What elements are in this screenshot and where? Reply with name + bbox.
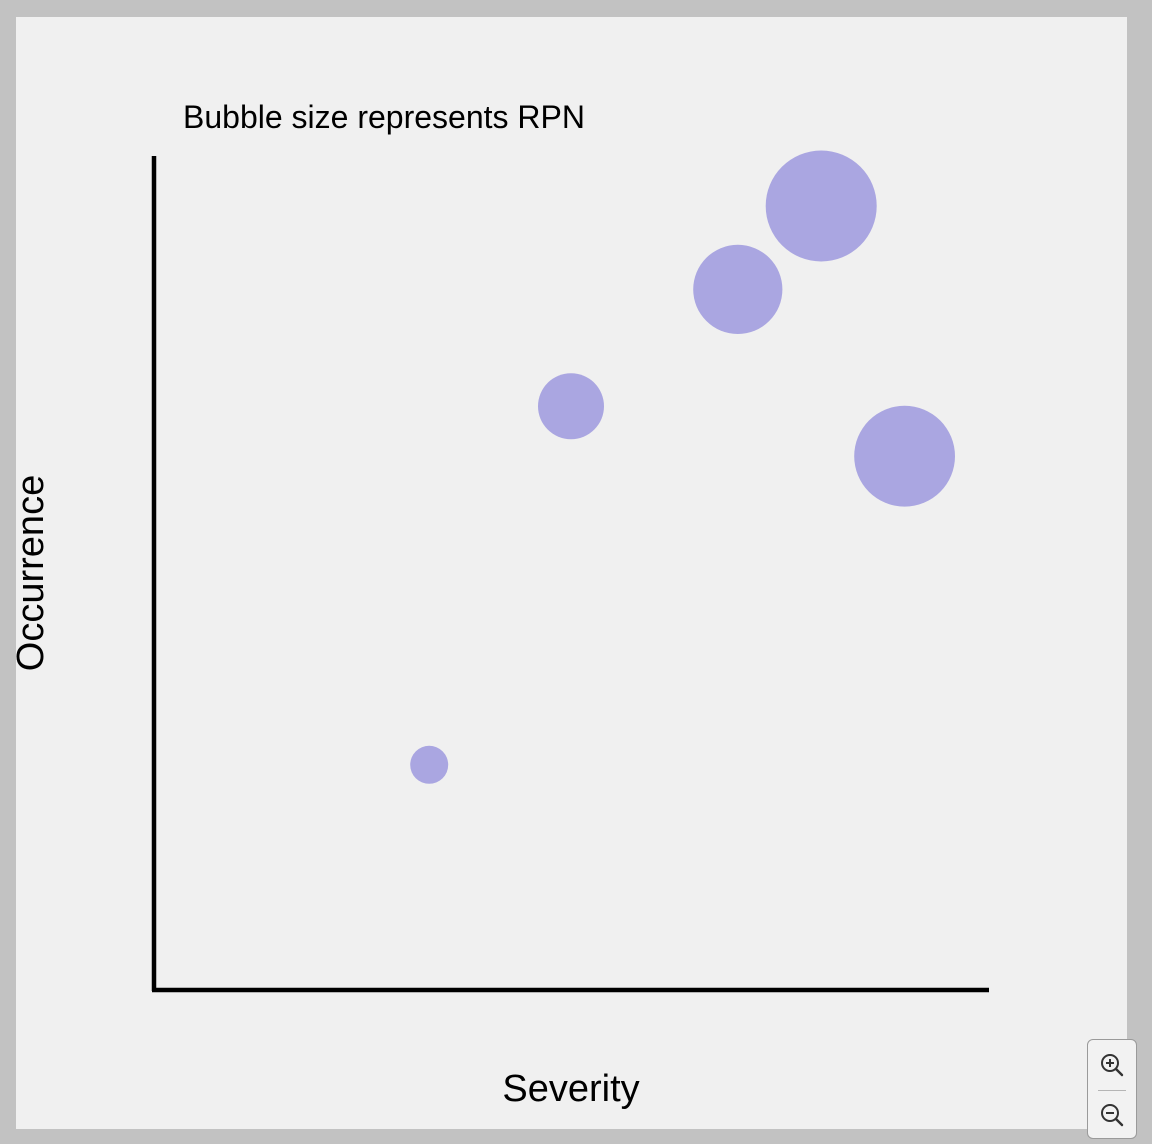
zoom-out-icon [1101,1103,1124,1126]
bubble-point-4[interactable] [765,150,877,262]
bubble-point-3[interactable] [693,244,783,334]
x-axis-label: Severity [502,1068,639,1110]
bubble-point-1[interactable] [410,745,449,784]
bubble-series [410,150,955,784]
y-axis-label: Occurrence [10,475,52,671]
zoom-in-icon [1101,1053,1124,1076]
bubble-point-2[interactable] [538,373,604,440]
chart-frame [16,17,1127,1129]
bubble-point-5[interactable] [854,405,955,507]
zoom-separator [1098,1090,1126,1091]
zoom-in-button[interactable] [1088,1040,1136,1089]
zoom-controls [1087,1039,1137,1139]
chart-title: Bubble size represents RPN [183,99,585,135]
zoom-out-button[interactable] [1088,1090,1136,1139]
